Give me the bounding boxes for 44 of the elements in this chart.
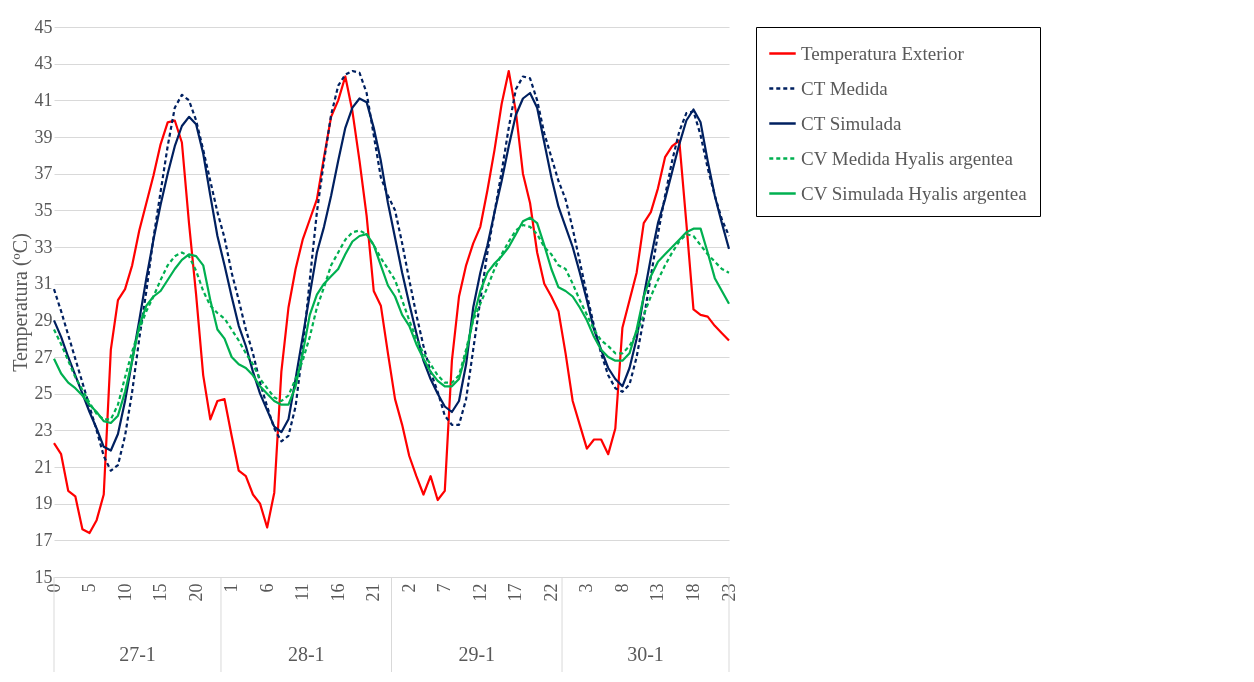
x-tick-label: 7 — [434, 583, 455, 593]
y-tick-label: 25 — [34, 383, 53, 404]
legend-label: CT Medida — [801, 77, 889, 99]
y-tick-label: 37 — [34, 163, 53, 184]
x-tick-label: 2 — [398, 583, 419, 593]
x-tick-label: 12 — [469, 583, 490, 602]
y-tick-label: 19 — [34, 493, 53, 514]
x-tick-label: 13 — [647, 583, 668, 602]
x-tick-label: 15 — [150, 583, 171, 602]
x-tick-label: 1 — [221, 583, 242, 593]
x-tick-label: 16 — [327, 583, 348, 602]
y-tick-label: 23 — [34, 419, 53, 440]
text: 28-1 — [287, 643, 325, 665]
y-tick-label: 45 — [34, 16, 53, 37]
y-tick-label: 43 — [34, 53, 53, 74]
x-tick-label: 22 — [540, 583, 561, 602]
y-axis-title: Temperatura (ºC) — [8, 233, 32, 372]
y-tick-label: 35 — [34, 199, 53, 220]
x-tick-label: 8 — [611, 583, 632, 593]
x-tick-label: 20 — [185, 583, 206, 602]
y-tick-label: 31 — [34, 273, 53, 294]
x-tick-label: 21 — [363, 583, 384, 602]
x-tick-label: 18 — [682, 583, 703, 602]
legend-label: Temperatura Exterior — [801, 42, 965, 64]
x-tick-label: 6 — [256, 583, 277, 593]
y-tick-label: 17 — [34, 529, 53, 550]
y-tick-label: 39 — [34, 126, 53, 147]
text: 29-1 — [458, 643, 496, 665]
x-tick-label: 17 — [505, 583, 526, 602]
y-tick-label: 41 — [34, 89, 53, 110]
legend-label: CT Simulada — [801, 112, 903, 134]
y-tick-label: 33 — [34, 236, 53, 257]
x-tick-label: 23 — [718, 583, 739, 602]
y-tick-label: 29 — [34, 309, 53, 330]
x-tick-label: 10 — [114, 583, 135, 602]
y-tick-label: 21 — [34, 456, 53, 477]
x-tick-label: 11 — [292, 583, 313, 601]
text: 30-1 — [627, 643, 664, 665]
legend-label: CV Medida Hyalis argentea — [801, 147, 1014, 169]
text: 27-1 — [119, 643, 156, 665]
y-tick-label: 27 — [34, 346, 53, 367]
x-tick-label: 3 — [576, 583, 597, 593]
legend-label: CV Simulada Hyalis argentea — [801, 182, 1028, 204]
x-tick-label: 5 — [79, 583, 100, 593]
